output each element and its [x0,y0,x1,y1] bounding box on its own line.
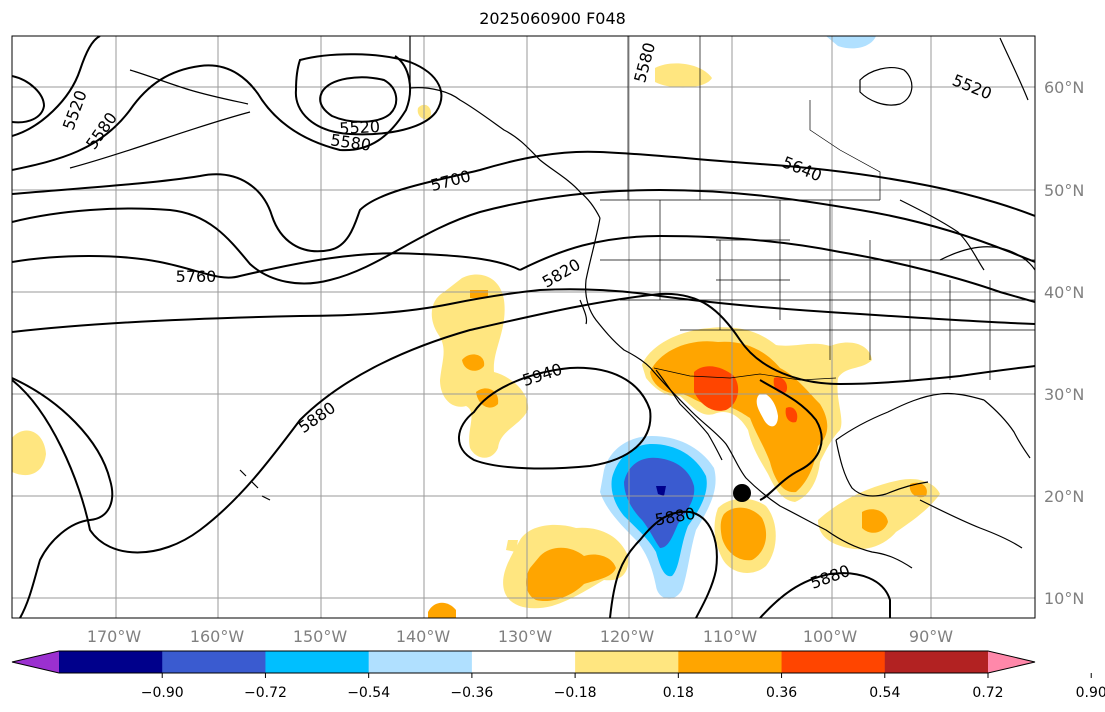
colorbar-cell [59,651,163,673]
colorbar-cell [265,651,370,673]
lat-label-10n: 10°N [1044,589,1084,608]
borders [600,36,1035,381]
colorbar-cell [471,651,576,673]
colorbar-tick-label: −0.54 [347,685,390,701]
colorbar-cell [884,651,989,673]
location-marker [733,484,751,502]
colorbar-cell [678,651,783,673]
colorbar-tick-label: −0.18 [554,685,597,701]
longitude-labels: 170°W 160°W 150°W 140°W 130°W 120°W 110°… [87,627,953,646]
contour-label-5520-low: 5520 [339,117,381,138]
lon-label-110w: 110°W [703,627,758,646]
colorbar-cell [781,651,886,673]
colorbar-tick-label: 0.72 [972,685,1003,701]
lat-label-50n: 50°N [1044,181,1084,200]
map-title: 2025060900 F048 [479,9,626,28]
lon-label-140w: 140°W [396,627,451,646]
lon-label-100w: 100°W [803,627,858,646]
height-contours [12,36,1035,618]
anomaly-shading [12,36,940,618]
lon-label-160w: 160°W [190,627,245,646]
lat-label-20n: 20°N [1044,487,1084,506]
colorbar-tick-label: −0.36 [450,685,493,701]
lat-label-60n: 60°N [1044,78,1084,97]
latitude-labels: 60°N 50°N 40°N 30°N 20°N 10°N [1044,78,1084,608]
colorbar-cell [162,651,266,673]
lon-label-130w: 130°W [498,627,553,646]
map-area: 5520 5580 5520 5580 5580 5520 5640 5700 … [12,36,1035,618]
colorbar: −0.90 −0.72 −0.54 −0.36 −0.18 0.18 0.36 0.54 0.7… [11,650,1105,701]
colorbar-extend-high [988,651,1035,673]
colorbar-tick-label: 0.18 [663,685,694,701]
colorbar-extend-low [12,651,59,673]
contour-label-5760: 5760 [176,267,217,286]
colorbar-tick-label: −0.72 [244,685,287,701]
lon-label-90w: 90°W [909,627,953,646]
colorbar-cell [368,651,473,673]
colorbar-tick-label: 0.54 [869,685,900,701]
lon-label-150w: 150°W [293,627,348,646]
colorbar-outline [11,650,1036,674]
colorbar-tick-label: 0.36 [766,685,797,701]
map-frame [11,35,1036,619]
colorbar-tick-label: 0.90 [1076,685,1105,701]
coastlines [69,36,1035,569]
graticule [12,36,1035,618]
lon-label-120w: 120°W [600,627,655,646]
lon-label-170w: 170°W [87,627,142,646]
lat-label-30n: 30°N [1044,385,1084,404]
colorbar-cell [575,651,679,673]
colorbar-tick-label: −0.90 [141,685,184,701]
lat-label-40n: 40°N [1044,283,1084,302]
